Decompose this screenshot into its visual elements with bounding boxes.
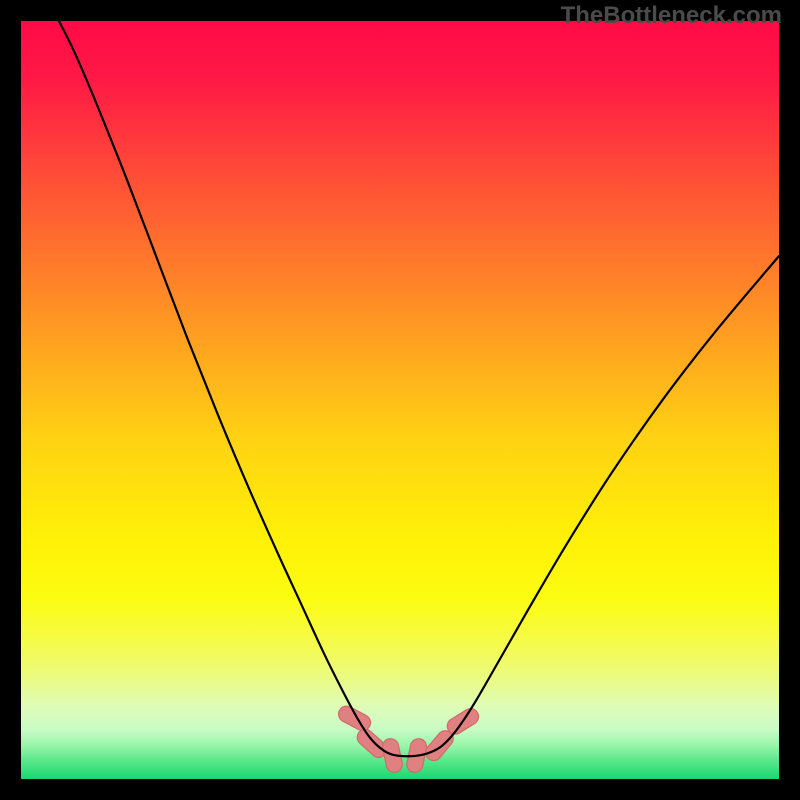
chart-stage: TheBottleneck.com — [0, 0, 800, 800]
watermark-label: TheBottleneck.com — [561, 2, 782, 30]
curve-marker — [336, 703, 374, 733]
curve-line — [59, 21, 779, 756]
marker-group — [336, 703, 482, 773]
bottleneck-curve-chart — [0, 0, 800, 800]
